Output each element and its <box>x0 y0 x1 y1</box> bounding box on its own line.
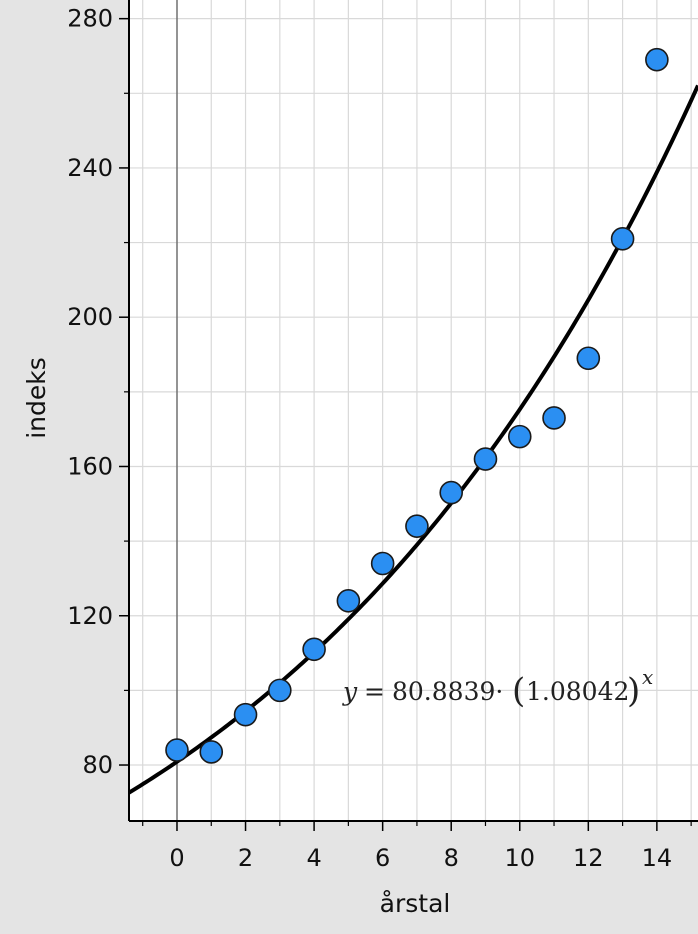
data-point <box>610 227 635 251</box>
data-point <box>576 346 601 371</box>
x-tick-label: 12 <box>573 844 604 872</box>
data-points <box>165 47 669 764</box>
y-tick-label: 80 <box>82 751 113 779</box>
equation-open-paren: ( <box>512 671 525 711</box>
x-tick-label: 14 <box>642 844 673 872</box>
data-point <box>370 551 395 576</box>
x-axis-title: årstal <box>380 889 451 918</box>
x-tick-label: 2 <box>238 844 253 872</box>
y-tick-label: 280 <box>67 5 113 33</box>
equation-label: y = 80.8839· ( 1.08042 ) x <box>342 665 653 711</box>
regression-curve-group <box>127 84 698 795</box>
x-tick-label: 8 <box>444 844 459 872</box>
plot-area <box>129 0 698 821</box>
equation-close-paren: ) <box>627 671 640 711</box>
regression-curve <box>127 84 698 795</box>
x-tick-label: 0 <box>169 844 184 872</box>
y-tick-label: 200 <box>67 303 113 331</box>
equation-coef: 80.8839· <box>392 677 503 706</box>
data-point <box>268 678 292 703</box>
x-tick-label: 6 <box>375 844 390 872</box>
equation-base: 1.08042 <box>526 677 629 706</box>
data-point <box>542 406 566 430</box>
data-point <box>473 447 498 471</box>
y-tick-label: 160 <box>67 452 113 480</box>
data-point <box>507 424 532 449</box>
data-point <box>233 702 258 727</box>
y-tick-label: 240 <box>67 154 113 182</box>
data-point <box>645 47 669 72</box>
data-point <box>302 637 326 662</box>
data-point <box>165 738 189 762</box>
equation-eq: = <box>364 677 385 706</box>
y-tick-label: 120 <box>67 602 113 630</box>
data-point <box>439 480 464 505</box>
y-axis-title: indeks <box>22 357 51 439</box>
data-point <box>336 589 361 613</box>
data-point <box>405 514 429 538</box>
data-point <box>199 740 224 764</box>
axis-ticks: 0 2 4 6 8 10 12 14 80 120 160 200 240 280 <box>67 5 692 872</box>
x-tick-label: 10 <box>504 844 535 872</box>
x-tick-label: 4 <box>306 844 321 872</box>
equation-lhs: y <box>342 677 358 706</box>
equation-exponent: x <box>642 665 653 689</box>
